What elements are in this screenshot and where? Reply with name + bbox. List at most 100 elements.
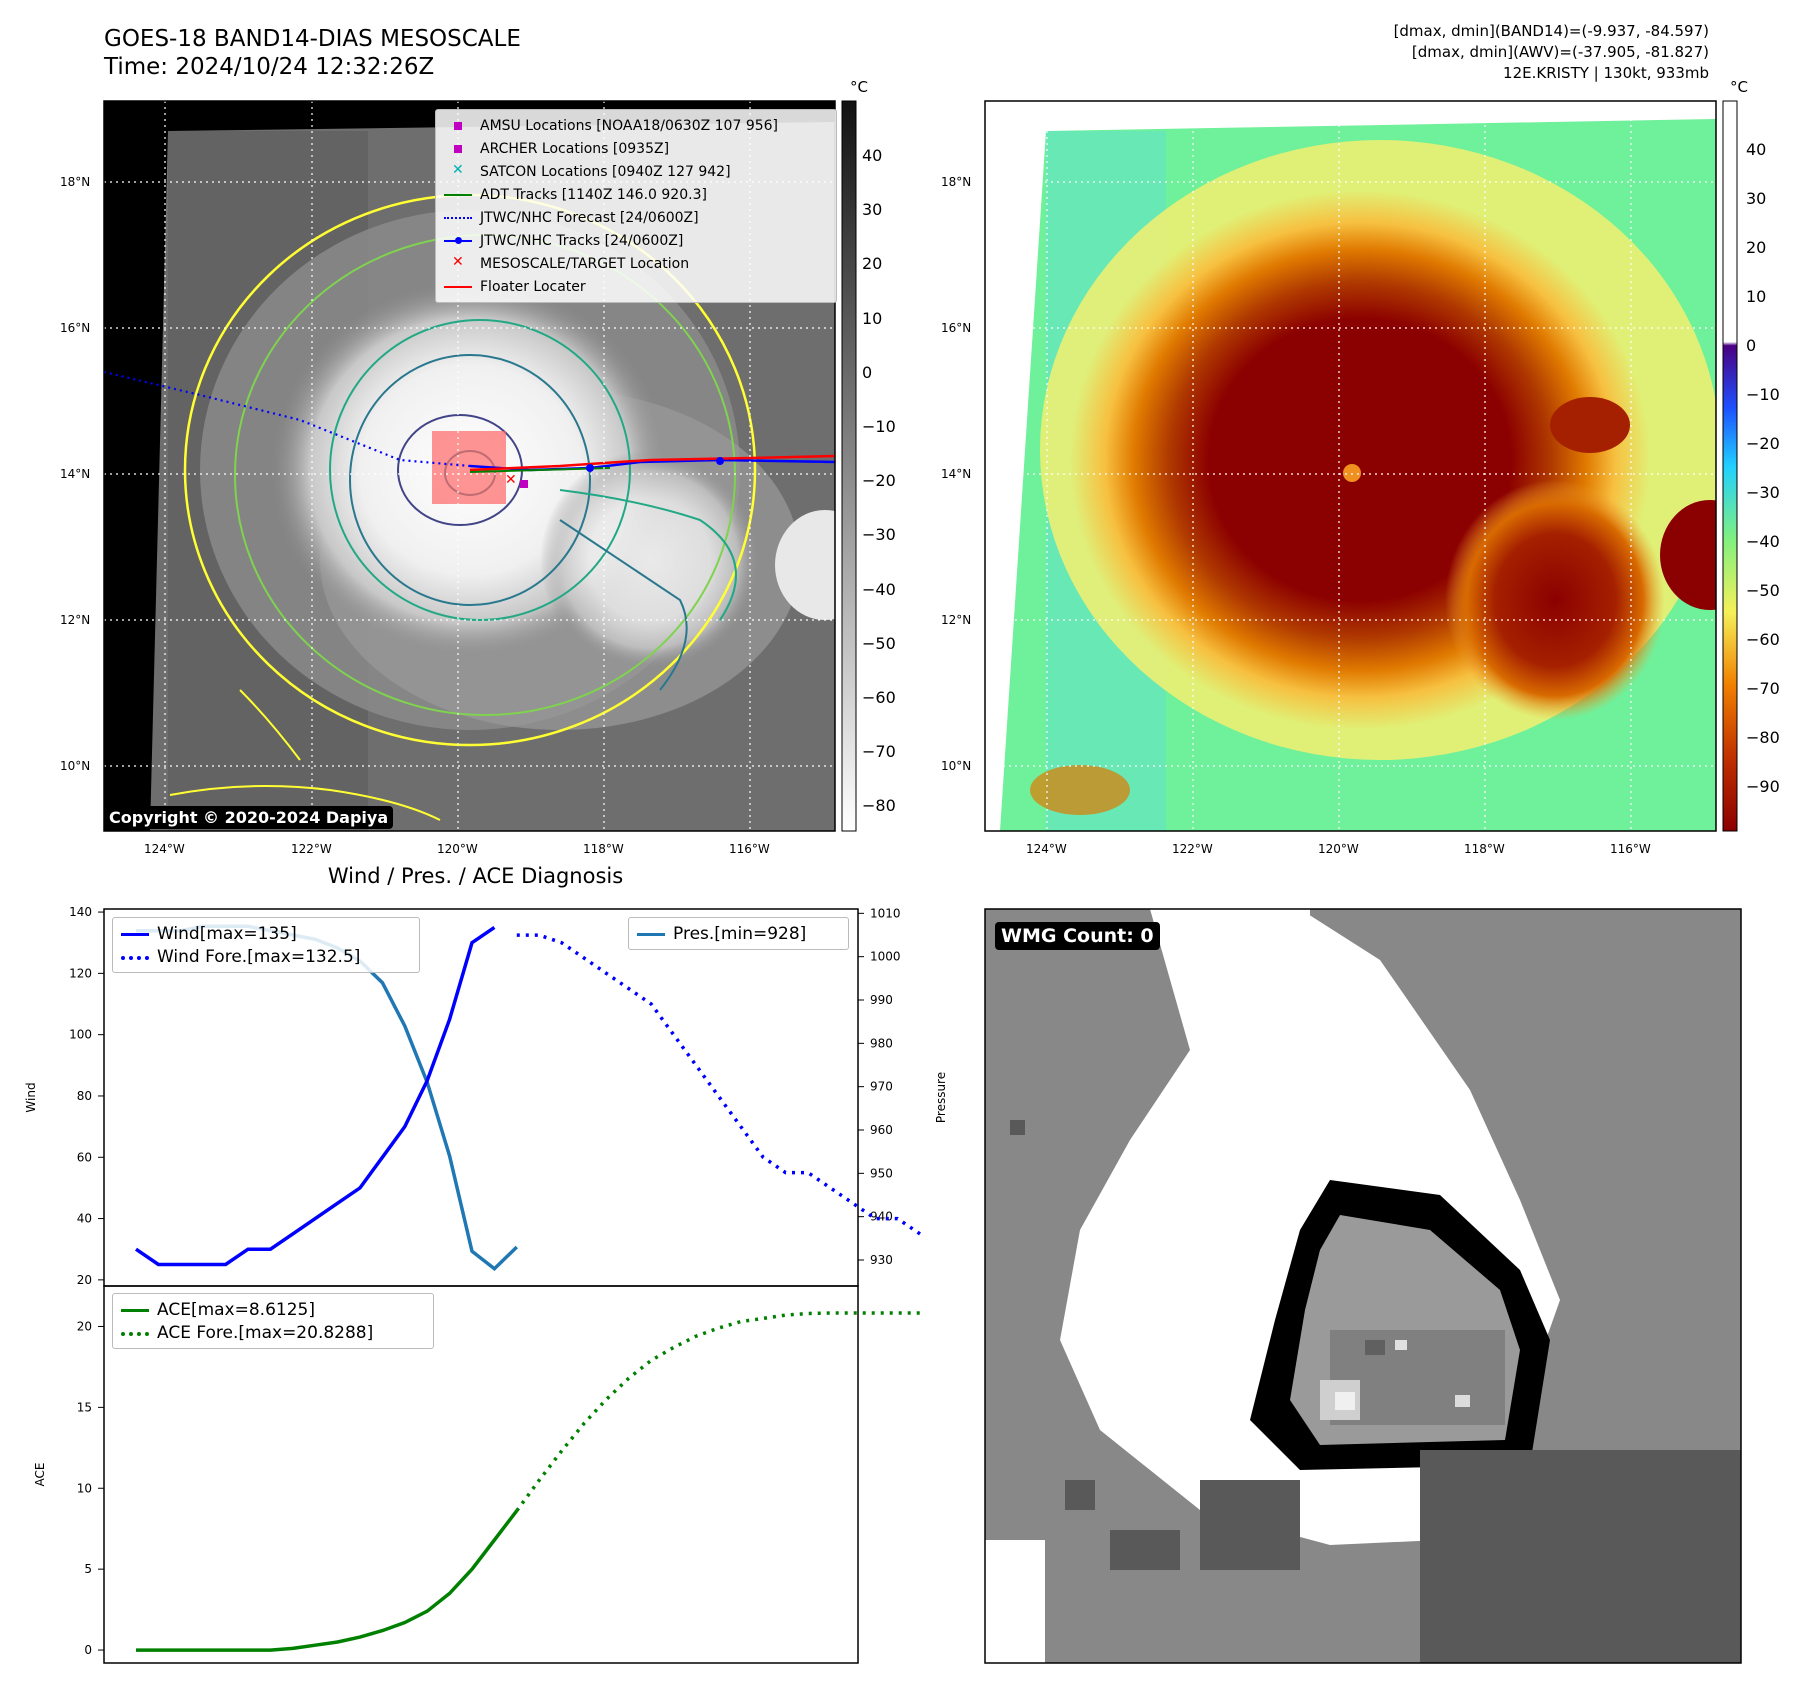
cir-colorbar-tick: −50 — [1746, 581, 1780, 600]
wind-axis-tick-label: 140 — [69, 905, 92, 919]
cir-lon-118: 118°W — [1464, 842, 1505, 856]
cir-lat-14: 14°N — [941, 467, 972, 481]
ir-legend-item: AMSU Locations [NOAA18/0630Z 107 956] — [444, 114, 828, 137]
ir-lon-124: 124°W — [144, 842, 185, 856]
pressure-axis-tick-label: 1010 — [870, 906, 901, 920]
ir-colorbar-tick: −30 — [862, 525, 896, 545]
ir-legend: AMSU Locations [NOAA18/0630Z 107 956] ARC… — [435, 109, 837, 303]
ace-axis-tick-label: 10 — [77, 1481, 92, 1495]
ace-forecast-series-line — [515, 1311, 920, 1512]
wind-series-line — [135, 925, 496, 1267]
ir-lat-12: 12°N — [60, 613, 91, 627]
pressure-axis-tick-label: 980 — [870, 1036, 893, 1050]
cir-colorbar-tick: 0 — [1746, 336, 1757, 355]
ir-colorbar-unit: °C — [850, 78, 868, 96]
pressure-axis-tick-label: 1000 — [870, 950, 901, 964]
ace-axis-tick-label: 5 — [84, 1562, 92, 1576]
ir-lat-18: 18°N — [60, 175, 91, 189]
ace-axis-tick-label: 0 — [84, 1643, 92, 1657]
ir-colorbar-tick: 40 — [862, 146, 883, 165]
cir-lon-122: 122°W — [1172, 842, 1213, 856]
ir-legend-item: ✕ MESOSCALE/TARGET Location — [444, 252, 828, 275]
legend-wind-label: Wind[max=135] — [157, 923, 297, 944]
legend-marker-icon: ✕ — [452, 253, 464, 270]
pressure-legend: Pres.[min=928] — [628, 917, 849, 950]
cir-colorbar-tick: −30 — [1746, 483, 1780, 502]
ir-legend-item: ADT Tracks [1140Z 146.0 920.3] — [444, 183, 828, 206]
ir-colorbar-tick: −80 — [862, 796, 896, 816]
legend-marker-icon — [444, 142, 472, 156]
wind-legend: Wind[max=135] Wind Fore.[max=132.5] — [112, 917, 420, 973]
ir-legend-label: AMSU Locations [NOAA18/0630Z 107 956] — [480, 117, 779, 134]
ir-legend-label: MESOSCALE/TARGET Location — [480, 255, 690, 272]
ir-colorbar-tick: −20 — [862, 471, 896, 491]
legend-wind: Wind[max=135] — [121, 922, 411, 945]
cir-colorbar-tick: 10 — [1746, 287, 1767, 306]
ir-lat-10: 10°N — [60, 759, 91, 773]
ir-legend-label: Floater Locater — [480, 278, 586, 295]
legend-marker-icon — [444, 211, 472, 225]
ir-lat-14: 14°N — [60, 467, 91, 481]
ir-legend-label: ARCHER Locations [0935Z] — [480, 140, 670, 157]
cir-lon-120: 120°W — [1318, 842, 1359, 856]
ir-colorbar-tick: −10 — [862, 417, 896, 436]
legend-wind-forecast: Wind Fore.[max=132.5] — [121, 945, 411, 968]
figure-title-line2: Time: 2024/10/24 12:32:26Z — [104, 54, 435, 80]
ir-lon-116: 116°W — [729, 842, 770, 856]
ir-lon-120: 120°W — [437, 842, 478, 856]
cir-lon-116: 116°W — [1610, 842, 1651, 856]
ir-legend-label: ADT Tracks [1140Z 146.0 920.3] — [480, 186, 707, 203]
cir-lat-10: 10°N — [941, 759, 972, 773]
cir-colorbar-tick: −90 — [1746, 777, 1780, 796]
legend-marker-icon — [444, 234, 472, 248]
pressure-axis-tick-label: 930 — [870, 1253, 893, 1267]
pressure-axis-tick-label: 950 — [870, 1166, 893, 1180]
ace-axis-tick-label: 15 — [77, 1400, 92, 1414]
ir-colorbar-tick: −40 — [862, 579, 896, 599]
cir-colorbar-tick: 40 — [1746, 140, 1767, 159]
legend-ace-label: ACE[max=8.6125] — [157, 1299, 315, 1320]
wind-axis-tick-label: 100 — [69, 1028, 92, 1042]
ir-colorbar-tick: −50 — [862, 633, 896, 653]
info-line3: 12E.KRISTY | 130kt, 933mb — [1503, 64, 1709, 82]
ir-legend-item: JTWC/NHC Tracks [24/0600Z] — [444, 229, 828, 252]
ir-colorbar-tick: 10 — [862, 308, 883, 328]
legend-ace: ACE[max=8.6125] — [121, 1298, 425, 1321]
info-line1: [dmax, dmin](BAND14)=(-9.937, -84.597) — [1393, 22, 1709, 40]
cir-colorbar-tick: 20 — [1746, 238, 1767, 257]
cir-lat-12: 12°N — [941, 613, 972, 627]
pressure-series-line — [136, 924, 519, 1272]
wind-axis-tick-label: 20 — [77, 1273, 92, 1287]
pressure-axis-tick-label: 960 — [870, 1123, 893, 1137]
pressure-axis-tick-label: 990 — [870, 993, 893, 1007]
legend-pressure: Pres.[min=928] — [637, 922, 840, 945]
cir-colorbar-unit: °C — [1730, 78, 1748, 96]
wind-axis-tick-label: 60 — [77, 1150, 92, 1164]
ir-colorbar-tick: 30 — [862, 200, 883, 220]
wind-axis-label: Wind — [24, 1082, 38, 1112]
ir-legend-item: ✕ SATCON Locations [0940Z 127 942] — [444, 160, 828, 183]
legend-marker-icon — [444, 119, 472, 133]
ir-colorbar-tick: 0 — [862, 362, 873, 382]
cir-colorbar-tick: 30 — [1746, 189, 1767, 208]
ir-legend-item: Floater Locater — [444, 275, 828, 298]
ir-legend-label: JTWC/NHC Tracks [24/0600Z] — [480, 232, 684, 249]
ace-axis-label: ACE — [33, 1463, 47, 1487]
ir-legend-item: ARCHER Locations [0935Z] — [444, 137, 828, 160]
ir-lon-122: 122°W — [291, 842, 332, 856]
wind-forecast-series-line — [516, 933, 921, 1236]
ace-legend: ACE[max=8.6125] ACE Fore.[max=20.8288] — [112, 1293, 434, 1349]
legend-marker-icon — [444, 280, 472, 294]
wind-axis-tick-label: 80 — [77, 1089, 92, 1103]
legend-marker-icon: ✕ — [452, 161, 464, 178]
cir-colorbar-tick: −80 — [1746, 728, 1780, 747]
cir-colorbar-tick: −20 — [1746, 434, 1780, 453]
cir-colorbar-tick: −60 — [1746, 630, 1780, 649]
cir-lon-124: 124°W — [1026, 842, 1067, 856]
legend-ace-forecast: ACE Fore.[max=20.8288] — [121, 1321, 425, 1344]
ir-legend-item: JTWC/NHC Forecast [24/0600Z] — [444, 206, 828, 229]
legend-wind-forecast-label: Wind Fore.[max=132.5] — [157, 946, 361, 967]
figure-title-line1: GOES-18 BAND14-DIAS MESOSCALE — [104, 26, 521, 52]
ace-plot-frame — [103, 1285, 859, 1664]
